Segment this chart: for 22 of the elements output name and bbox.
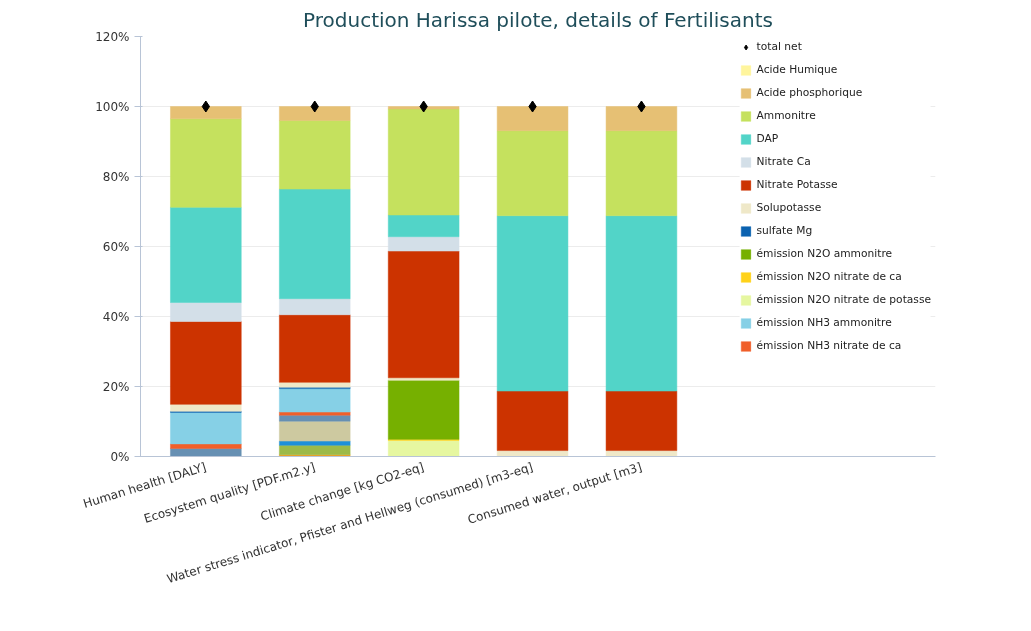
legend-label: sulfate Mg (756, 224, 813, 237)
y-tick-label: 0% (110, 449, 130, 464)
legend-label: Acide phosphorique (756, 86, 863, 99)
y-tick-label: 40% (102, 309, 130, 324)
legend-label: Nitrate Potasse (756, 178, 838, 191)
legend-label: Ammonitre (756, 109, 816, 122)
chart-title: Production Harissa pilote, details of Fertilisants (303, 7, 773, 32)
legend-label: émission N2O nitrate de ca (756, 270, 902, 283)
y-tick-label: 100% (95, 99, 130, 114)
legend-label: DAP (756, 132, 779, 145)
legend-label: total net (756, 40, 802, 53)
y-tick-label: 120% (95, 29, 130, 44)
legend-label: émission NH3 ammonitre (756, 316, 892, 329)
legend-label: Solupotasse (756, 201, 822, 214)
y-tick-label: 60% (102, 239, 130, 254)
legend-label: émission NH3 nitrate de ca (756, 339, 902, 352)
legend-label: émission N2O ammonitre (756, 247, 893, 260)
y-tick-label: 80% (102, 169, 130, 184)
y-tick-label: 20% (102, 379, 130, 394)
legend-label: émission N2O nitrate de potasse (756, 293, 931, 306)
legend-label: Acide Humique (756, 63, 838, 76)
legend-label: Nitrate Ca (756, 155, 811, 168)
